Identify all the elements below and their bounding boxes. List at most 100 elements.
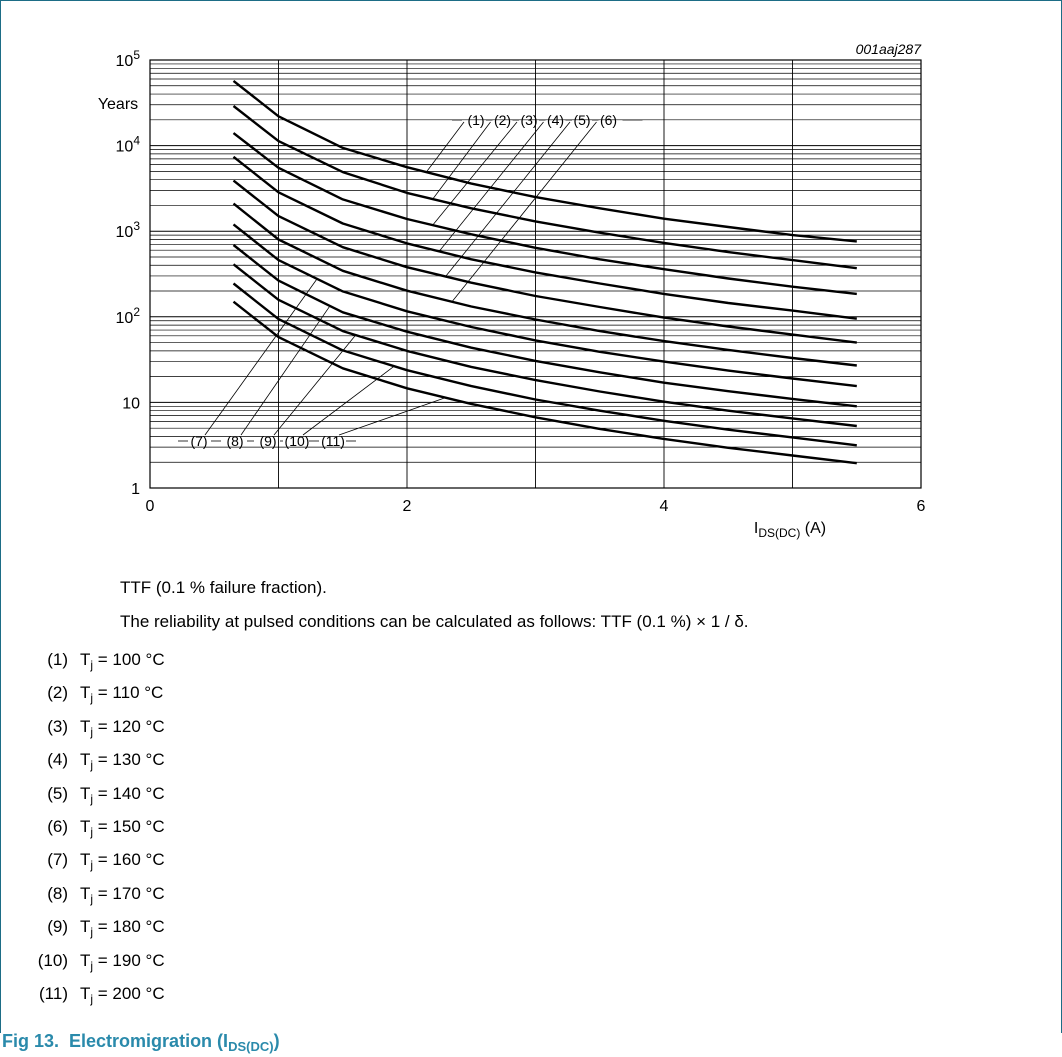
y-tick-label: 103: [116, 219, 141, 241]
legend-item: (8) Tj = 170 °C: [0, 884, 400, 906]
callout-label-2: (2): [494, 112, 511, 128]
legend-value: = 110 °C: [93, 683, 164, 703]
tj-symbol: T: [80, 716, 91, 736]
callout-label-3: (3): [520, 112, 537, 128]
callout-label-11: (11): [321, 433, 345, 449]
tj-subscript: j: [90, 925, 94, 940]
tj-subscript: j: [90, 992, 94, 1006]
legend-value: = 150 °C: [93, 817, 165, 836]
legend-value: = 180 °C: [93, 917, 165, 937]
tj-subscript: j: [90, 791, 94, 806]
callout-label-10: (10): [285, 433, 310, 449]
tj-symbol: T: [80, 650, 91, 669]
callout-leader-8: [240, 305, 331, 436]
tj-symbol: T: [80, 783, 91, 803]
tj-symbol: T: [80, 917, 91, 937]
legend-number: (11): [39, 984, 68, 1003]
tj-subscript: j: [90, 858, 94, 873]
x-tick-label: 0: [146, 498, 155, 515]
legend-value: = 160 °C: [93, 850, 165, 870]
tj-symbol: T: [80, 750, 91, 770]
legend-value: = 200 °C: [93, 984, 165, 1003]
curve-1: [232, 79, 857, 243]
y-tick-label: 1: [131, 481, 140, 498]
callout-leader-6: [451, 121, 597, 302]
legend-text: Tj = 200 °C: [80, 984, 165, 1006]
legend-item: (3) Tj = 120 °C: [0, 717, 400, 739]
caption-title: Electromigration (I: [69, 1031, 229, 1051]
legend-value: = 120 °C: [93, 716, 165, 736]
tj-symbol: T: [80, 683, 91, 703]
caption-prefix: Fig 13.: [2, 1031, 60, 1051]
figure-id: 001aaj287: [856, 41, 923, 57]
tj-subscript: j: [90, 958, 94, 973]
curve-4: [232, 155, 857, 320]
callout-label-9: (9): [259, 433, 276, 449]
legend-item: (9) Tj = 180 °C: [0, 917, 400, 939]
tj-symbol: T: [80, 817, 91, 836]
legend-item: (11) Tj = 200 °C: [0, 984, 400, 1006]
note-ttf: TTF (0.1 % failure fraction).: [120, 578, 327, 597]
legend-number: (10): [37, 950, 68, 970]
curve-2: [232, 105, 857, 270]
y-tick-label: 10: [122, 395, 140, 412]
y-axis-label: Years: [98, 96, 138, 113]
legend-number: (4): [47, 750, 68, 770]
tj-subscript: j: [90, 724, 94, 739]
legend-text: Tj = 110 °C: [80, 683, 163, 705]
legend-text: Tj = 160 °C: [80, 850, 165, 872]
note-pulsed: The reliability at pulsed conditions can…: [120, 612, 749, 631]
curve-6: [232, 202, 857, 367]
curve-11: [232, 300, 857, 465]
callout-leader-7: [204, 278, 318, 436]
legend-number: (2): [47, 683, 68, 703]
curve-9: [232, 263, 857, 428]
legend-value: = 190 °C: [93, 950, 165, 970]
callout-label-7: (7): [190, 433, 207, 449]
curve-5: [232, 179, 857, 344]
callout-label-5: (5): [573, 112, 590, 128]
legend-number: (3): [47, 716, 68, 736]
tj-subscript: j: [90, 758, 94, 773]
curve-10: [232, 282, 857, 447]
tj-symbol: T: [80, 850, 91, 870]
callout-label-6: (6): [600, 112, 617, 128]
tj-subscript: j: [90, 691, 94, 706]
callout-leader-9: [273, 334, 356, 436]
x-axis-label: IDS(DC) (A): [754, 520, 826, 540]
caption-suffix: ): [273, 1031, 280, 1051]
y-tick-label: 102: [116, 305, 141, 327]
legend-item: (4) Tj = 130 °C: [0, 750, 400, 772]
callout-label-8: (8): [226, 433, 243, 449]
electromigration-chart: (1) (2) (3) (4) (5) (6) (7) (8) (9) (10) (11) 1 10 10…: [98, 41, 926, 540]
legend-value: = 100 °C: [93, 650, 165, 669]
legend-number: (8): [47, 883, 68, 903]
x-tick-label: 2: [403, 498, 412, 515]
legend-text: Tj = 130 °C: [80, 750, 165, 772]
plot-area: [149, 59, 922, 489]
legend-text: Tj = 100 °C: [80, 650, 165, 672]
y-tick-label: 104: [116, 134, 141, 156]
tj-symbol: T: [80, 883, 91, 903]
callout-leader-5: [445, 121, 571, 277]
legend-number: (5): [47, 783, 68, 803]
callout-label-1: (1): [467, 112, 484, 128]
tj-subscript: j: [90, 891, 94, 906]
legend-item: (2) Tj = 110 °C: [0, 683, 400, 705]
legend-value: = 130 °C: [93, 750, 165, 770]
callout-leader-3: [432, 121, 518, 226]
legend-item: (5) Tj = 140 °C: [0, 784, 400, 806]
legend-text: Tj = 140 °C: [80, 784, 165, 806]
callout-leader-10: [302, 365, 395, 436]
legend-number: (9): [47, 917, 68, 937]
legend-text: Tj = 120 °C: [80, 717, 165, 739]
legend-value: = 140 °C: [93, 783, 165, 803]
legend-item: (1) Tj = 100 °C: [0, 650, 400, 672]
caption-sub: DS(DC): [228, 1039, 274, 1054]
curve-7: [232, 223, 857, 388]
tj-symbol: T: [80, 984, 91, 1003]
curve-3: [232, 132, 857, 296]
legend-item: (7) Tj = 160 °C: [0, 850, 400, 872]
legend-value: = 170 °C: [93, 883, 165, 903]
callout-leader-2: [432, 121, 491, 200]
